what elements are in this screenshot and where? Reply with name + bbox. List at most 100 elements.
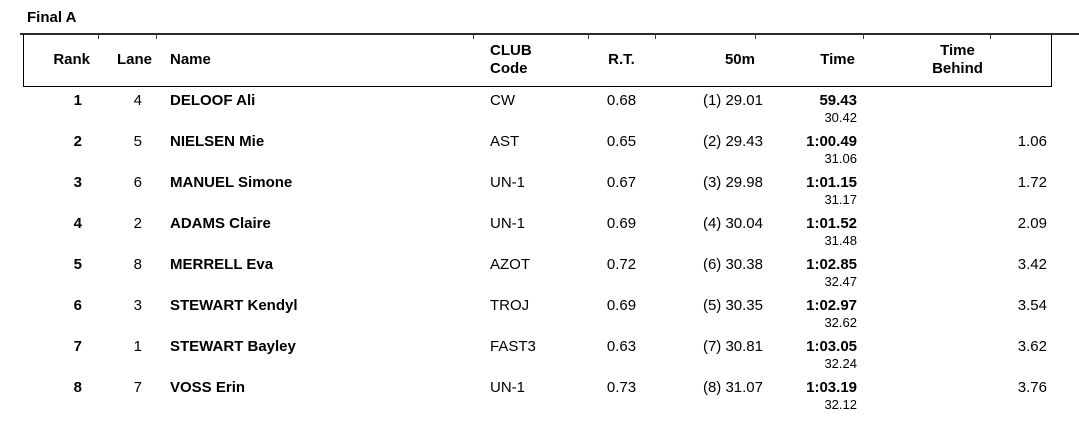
lane-cell: 3 xyxy=(133,297,142,314)
rank-cell: 8 xyxy=(73,379,82,396)
split-50m-cell: (5) 30.35 xyxy=(702,297,763,314)
time-cell: 1:00.49 31.06 xyxy=(765,128,863,169)
result-row: 7 1 STEWART Bayley FAST3 0.63 (7) 30.81 … xyxy=(23,333,1052,374)
rank-cell: 5 xyxy=(73,256,82,273)
swimmer-name: STEWART Kendyl xyxy=(170,297,298,314)
col-header-time-behind: Time Behind xyxy=(863,33,1052,87)
swimmer-name: STEWART Bayley xyxy=(170,338,296,355)
col-header-name: Name xyxy=(170,51,211,68)
column-boundary-tick xyxy=(98,35,99,39)
time-cell: 1:02.85 32.47 xyxy=(765,251,863,292)
swimmer-name: VOSS Erin xyxy=(170,379,246,396)
final-time: 1:00.49 xyxy=(806,133,857,150)
result-row: 4 2 ADAMS Claire UN-1 0.69 (4) 30.04 1:0… xyxy=(23,210,1052,251)
time-behind-cell xyxy=(863,87,1052,128)
second-50-split: 32.24 xyxy=(824,356,857,371)
column-boundary-tick xyxy=(990,35,991,39)
reaction-time-cell: 0.69 xyxy=(606,297,637,314)
club-code-cell: AZOT xyxy=(490,256,530,273)
col-header-club-line1: CLUB xyxy=(490,42,532,59)
split-50m-cell: (6) 30.38 xyxy=(702,256,763,273)
split-50m-cell: (4) 30.04 xyxy=(702,215,763,232)
col-header-lane: Lane xyxy=(116,51,152,68)
reaction-time-cell: 0.68 xyxy=(606,92,637,109)
col-header-reaction-time: R.T. xyxy=(608,51,635,68)
second-50-split: 32.62 xyxy=(824,315,857,330)
second-50-split: 30.42 xyxy=(824,110,857,125)
col-header-club-line2: Code xyxy=(490,60,528,77)
result-row: 3 6 MANUEL Simone UN-1 0.67 (3) 29.98 1:… xyxy=(23,169,1052,210)
time-cell: 59.43 30.42 xyxy=(765,87,863,128)
lane-cell: 1 xyxy=(133,338,142,355)
time-behind-cell: 2.09 xyxy=(1017,215,1047,232)
header-row: Rank Lane Name CLUB Code R.T. 50m Time T… xyxy=(23,33,1052,87)
reaction-time-cell: 0.73 xyxy=(606,379,637,396)
results-table: Rank Lane Name CLUB Code R.T. 50m Time T… xyxy=(23,33,1052,415)
club-code-cell: UN-1 xyxy=(490,379,526,396)
time-behind-cell: 1.72 xyxy=(1017,174,1047,191)
final-time: 1:02.85 xyxy=(806,256,857,273)
result-row: 8 7 VOSS Erin UN-1 0.73 (8) 31.07 1:03.1… xyxy=(23,374,1052,415)
club-code-cell: UN-1 xyxy=(490,174,526,191)
club-code-cell: FAST3 xyxy=(490,338,536,355)
club-code-cell: TROJ xyxy=(490,297,530,314)
swimmer-name: ADAMS Claire xyxy=(170,215,271,232)
column-boundary-tick xyxy=(156,35,157,39)
time-cell: 1:03.05 32.24 xyxy=(765,333,863,374)
second-50-split: 32.12 xyxy=(824,397,857,412)
second-50-split: 32.47 xyxy=(824,274,857,289)
column-boundary-tick xyxy=(473,35,474,39)
result-row: 1 4 DELOOF Ali CW 0.68 (1) 29.01 59.43 3… xyxy=(23,87,1052,128)
final-time: 1:03.05 xyxy=(806,338,857,355)
club-code-cell: UN-1 xyxy=(490,215,526,232)
reaction-time-cell: 0.63 xyxy=(606,338,637,355)
lane-cell: 7 xyxy=(133,379,142,396)
page-title: Final A xyxy=(27,9,77,26)
time-cell: 1:03.19 32.12 xyxy=(765,374,863,415)
second-50-split: 31.17 xyxy=(824,192,857,207)
time-cell: 1:01.15 31.17 xyxy=(765,169,863,210)
time-behind-cell: 3.76 xyxy=(1017,379,1047,396)
col-header-club-code: CLUB Code xyxy=(473,33,588,87)
result-row: 6 3 STEWART Kendyl TROJ 0.69 (5) 30.35 1… xyxy=(23,292,1052,333)
split-50m-cell: (8) 31.07 xyxy=(702,379,763,396)
final-time: 1:01.52 xyxy=(806,215,857,232)
result-row: 5 8 MERRELL Eva AZOT 0.72 (6) 30.38 1:02… xyxy=(23,251,1052,292)
reaction-time-cell: 0.69 xyxy=(606,215,637,232)
column-boundary-tick xyxy=(655,35,656,39)
swimmer-name: NIELSEN Mie xyxy=(170,133,265,150)
final-time: 1:01.15 xyxy=(806,174,857,191)
reaction-time-cell: 0.65 xyxy=(606,133,637,150)
table-top-rule xyxy=(20,33,1079,35)
col-header-behind-line1: Time xyxy=(940,42,975,59)
rank-cell: 1 xyxy=(73,92,82,109)
rank-cell: 7 xyxy=(73,338,82,355)
time-cell: 1:02.97 32.62 xyxy=(765,292,863,333)
swimmer-name: MANUEL Simone xyxy=(170,174,293,191)
table-header-box xyxy=(23,34,1052,87)
rank-cell: 3 xyxy=(73,174,82,191)
lane-cell: 4 xyxy=(133,92,142,109)
split-50m-cell: (7) 30.81 xyxy=(702,338,763,355)
swimmer-name: DELOOF Ali xyxy=(170,92,256,109)
club-code-cell: AST xyxy=(490,133,520,150)
rank-cell: 4 xyxy=(73,215,82,232)
rank-cell: 6 xyxy=(73,297,82,314)
reaction-time-cell: 0.67 xyxy=(606,174,637,191)
final-time: 1:02.97 xyxy=(806,297,857,314)
column-boundary-tick xyxy=(588,35,589,39)
reaction-time-cell: 0.72 xyxy=(606,256,637,273)
column-boundary-tick xyxy=(863,35,864,39)
split-50m-cell: (1) 29.01 xyxy=(702,92,763,109)
col-header-50m: 50m xyxy=(724,51,755,68)
split-50m-cell: (2) 29.43 xyxy=(702,133,763,150)
col-header-rank: Rank xyxy=(53,51,90,68)
split-50m-cell: (3) 29.98 xyxy=(702,174,763,191)
lane-cell: 8 xyxy=(133,256,142,273)
club-code-cell: CW xyxy=(490,92,515,109)
final-time: 59.43 xyxy=(819,92,857,109)
col-header-behind-line2: Behind xyxy=(932,60,983,77)
lane-cell: 5 xyxy=(133,133,142,150)
second-50-split: 31.48 xyxy=(824,233,857,248)
